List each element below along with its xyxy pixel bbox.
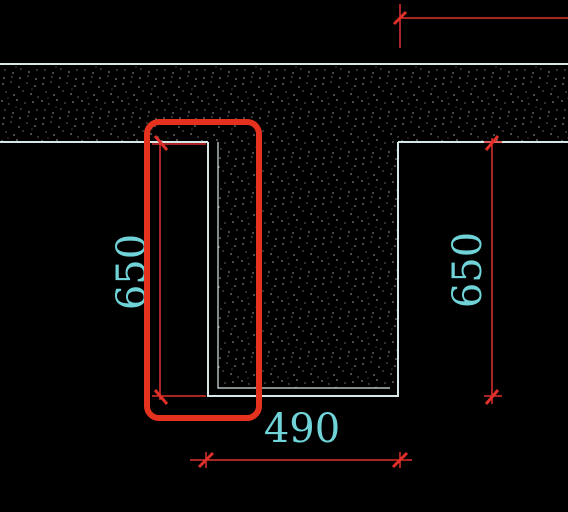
top-dimension-tick xyxy=(392,10,408,26)
bottom-dimension-right-tick xyxy=(391,451,409,469)
left-dimension-bottom-tick xyxy=(153,389,169,405)
beam-outline-inner xyxy=(217,142,390,389)
right-dimension-bottom-tick xyxy=(484,389,500,405)
concrete-slab xyxy=(0,66,568,142)
left-dimension-top-tick xyxy=(153,135,169,151)
concrete-beam xyxy=(218,142,398,388)
right-dimension-top-tick xyxy=(484,135,500,151)
highlight-box xyxy=(144,119,262,421)
beam-outline-outer xyxy=(207,142,399,397)
right-height-dimension-label: 650 xyxy=(445,232,491,308)
bottom-width-dimension-label: 490 xyxy=(264,406,340,452)
bottom-dimension-left-tick xyxy=(197,451,215,469)
